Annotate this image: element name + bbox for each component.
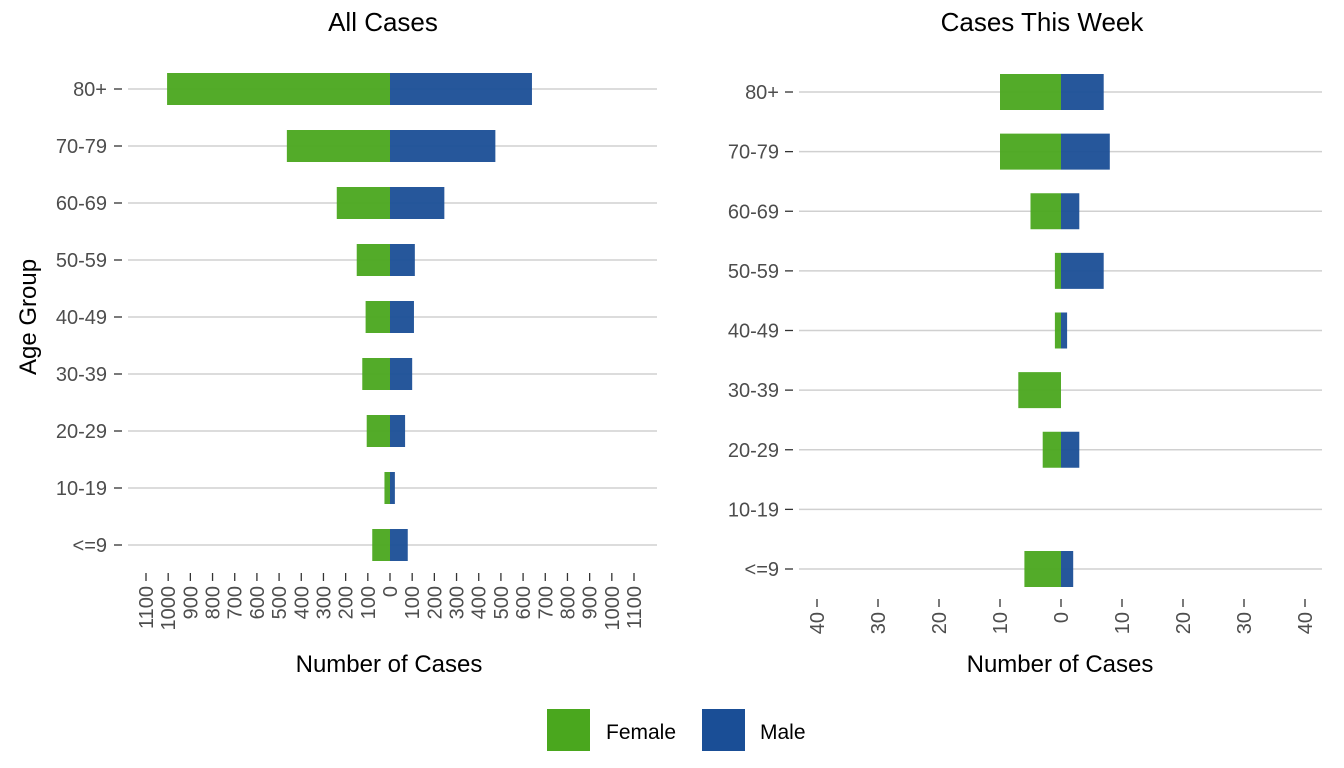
legend-swatch-female: [547, 709, 590, 751]
x-tick-label: 500: [491, 586, 513, 619]
bar-female: [384, 472, 390, 504]
x-tick-label: 30: [1234, 612, 1256, 634]
y-tick-label: 60-69: [56, 193, 107, 215]
x-tick-label: 700: [535, 586, 557, 619]
legend-label: Female: [606, 721, 676, 744]
x-tick-label: 600: [247, 586, 269, 619]
y-tick-label: 70-79: [728, 142, 779, 164]
bar-male: [390, 358, 413, 390]
bar-female: [167, 73, 390, 105]
bar-male: [1061, 193, 1080, 230]
x-tick-label: 0: [380, 586, 402, 597]
bar-male: [390, 415, 406, 447]
x-tick-label: 400: [291, 586, 313, 619]
bar-female: [1000, 74, 1061, 110]
x-tick-label: 200: [336, 586, 358, 619]
bar-male: [390, 472, 395, 504]
x-tick-label: 1000: [158, 586, 180, 631]
x-tick-label: 20: [1173, 612, 1195, 634]
chart-panel-0: All Cases <=9 10-19 20-29 30-39 40-49 50-59 60-…: [15, 7, 657, 678]
y-tick-label: 60-69: [728, 201, 779, 223]
x-tick-label: 100: [402, 586, 424, 619]
legend: Female Male: [547, 709, 806, 751]
y-tick-label: 20-29: [56, 421, 107, 443]
bar-male: [390, 529, 408, 561]
x-tick-label: 20: [929, 612, 951, 634]
chart-title: Cases This Week: [941, 7, 1145, 37]
y-tick-label: <=9: [73, 535, 107, 557]
bar-female: [1024, 551, 1061, 587]
x-axis-title: Number of Cases: [296, 651, 483, 678]
bar-female: [1000, 133, 1061, 170]
x-tick-label: 10: [1112, 612, 1134, 634]
x-tick-label: 30: [868, 612, 890, 634]
y-axis-title: Age Group: [15, 259, 42, 375]
x-tick-label: 1000: [602, 586, 624, 631]
x-tick-label: 40: [807, 612, 829, 634]
bar-male: [390, 244, 415, 276]
x-axis-title: Number of Cases: [967, 651, 1154, 678]
bar-female: [1042, 431, 1061, 468]
x-tick-label: 300: [447, 586, 469, 619]
bar-female: [286, 130, 390, 162]
y-tick-label: 40-49: [728, 321, 779, 343]
x-tick-label: 40: [1295, 612, 1317, 634]
bar-female: [372, 529, 390, 561]
bar-male: [1061, 431, 1080, 468]
bar-female: [365, 301, 390, 333]
y-tick-label: 20-29: [728, 440, 779, 462]
bar-male: [390, 130, 496, 162]
x-tick-label: 1100: [136, 586, 158, 629]
y-tick-label: 30-39: [728, 380, 779, 402]
y-tick-label: 40-49: [56, 307, 107, 329]
bar-male: [390, 73, 532, 105]
y-tick-label: 10-19: [56, 478, 107, 500]
y-tick-label: 10-19: [728, 499, 779, 521]
bar-male: [1061, 312, 1068, 349]
y-tick-label: 80+: [745, 82, 779, 104]
bar-female: [1054, 252, 1061, 289]
legend-swatch-male: [702, 709, 745, 751]
x-tick-label: 0: [1051, 612, 1073, 623]
bar-male: [1061, 133, 1110, 170]
x-tick-label: 500: [269, 586, 291, 619]
bar-male: [1061, 74, 1104, 110]
y-tick-label: 70-79: [56, 136, 107, 158]
x-tick-label: 800: [203, 586, 225, 619]
x-tick-label: 100: [358, 586, 380, 619]
legend-label: Male: [760, 721, 806, 744]
bar-female: [1018, 372, 1061, 409]
y-tick-label: 50-59: [56, 250, 107, 272]
bar-female: [1054, 312, 1061, 349]
bar-female: [366, 415, 390, 447]
x-tick-label: 800: [557, 586, 579, 619]
y-tick-label: 30-39: [56, 364, 107, 386]
y-tick-label: 80+: [73, 79, 107, 101]
y-tick-label: 50-59: [728, 261, 779, 283]
x-tick-label: 900: [180, 586, 202, 619]
x-tick-label: 700: [225, 586, 247, 619]
x-tick-label: 300: [313, 586, 335, 619]
bar-female: [336, 187, 390, 219]
x-tick-label: 400: [469, 586, 491, 619]
bar-female: [1030, 193, 1061, 230]
bar-male: [1061, 551, 1074, 587]
x-tick-label: 900: [580, 586, 602, 619]
x-tick-label: 600: [513, 586, 535, 619]
x-tick-label: 10: [990, 612, 1012, 634]
bar-female: [362, 358, 390, 390]
bar-male: [1061, 252, 1104, 289]
y-tick-label: <=9: [745, 559, 779, 581]
x-tick-label: 200: [424, 586, 446, 619]
bar-male: [390, 187, 445, 219]
bar-male: [390, 301, 414, 333]
bar-female: [356, 244, 390, 276]
chart-panel-1: Cases This Week <=9 10-19 20-29 30-39 40-49 50…: [728, 7, 1322, 678]
x-tick-label: 1100: [624, 586, 646, 629]
chart-title: All Cases: [328, 7, 438, 37]
